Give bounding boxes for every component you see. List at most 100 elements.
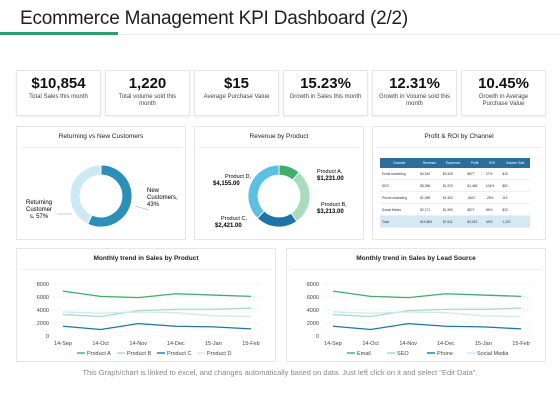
donut-slice-product-b[interactable]	[290, 171, 311, 223]
kpi-card-growth-sales: 15.23% Growth in Sales this month	[283, 70, 368, 116]
table-cell: $2,171	[418, 203, 441, 216]
legend-label: Social Media	[477, 351, 509, 357]
donut-slice-product-c[interactable]	[256, 210, 298, 228]
x-tick-label: 15-Feb	[242, 341, 259, 347]
kpi-card-growth-volume: 12.31% Growth in Volume sold this month	[372, 70, 457, 116]
y-tick-label: 8000	[37, 282, 49, 288]
trend-by-product-chart[interactable]: 0 2000 4000 6000 8000 14-Sep 14-Oct 14-Nov 14-De…	[17, 270, 275, 362]
y-tick-label: 0	[316, 334, 319, 340]
legend-label: Product B	[127, 351, 151, 357]
panel-revenue-by-product: Revenue by Product Product D, $4,155.00 …	[194, 126, 364, 240]
kpi-label: Total Sales this month	[29, 94, 88, 100]
panel-returning-vs-new: Returning vs New Customers Returning Cus…	[16, 126, 186, 240]
product-d-label: Product D,	[225, 174, 251, 180]
legend-label: Product A	[87, 351, 111, 357]
table-cell: 43%	[483, 215, 501, 228]
kpi-value: 10.45%	[478, 75, 529, 92]
table-cell: $52	[500, 179, 530, 192]
kpi-card-average-purchase: $15 Average Purchase Value	[194, 70, 279, 116]
footer-note: This Graph/chart is linked to excel, and…	[82, 368, 478, 377]
trend-by-source-chart[interactable]: 0 2000 4000 6000 8000 14-Sep 14-Oct 14-Nov 14-De…	[287, 270, 545, 362]
table-cell: Phone marketing	[380, 191, 419, 204]
x-tick-label: 14-Oct	[92, 341, 109, 347]
series-line-seo[interactable]	[332, 307, 522, 318]
panel-title: Returning vs New Customers	[21, 127, 181, 148]
product-d-value: $4,155.00	[213, 181, 240, 187]
legend-label: Product C	[167, 351, 191, 357]
y-tick-label: 2000	[37, 321, 49, 327]
table-row: Social Media $2,171 $1,590 $971 56% $22	[380, 203, 530, 216]
column-header: Profit	[465, 158, 484, 168]
kpi-card-growth-apv: 10.45% Growth in Average Purchase Value	[461, 70, 546, 116]
table-cell: $3,243	[465, 215, 484, 228]
table-cell: $1,570	[440, 179, 466, 192]
table-cell: $15	[500, 168, 530, 180]
x-tick-label: 14-Nov	[399, 341, 417, 347]
product-c-label: Product C,	[221, 216, 247, 222]
table-cell: 27%	[483, 168, 501, 180]
kpi-value: $10,854	[31, 75, 86, 92]
y-tick-label: 4000	[37, 308, 49, 314]
series-line-email[interactable]	[332, 290, 522, 299]
kpi-value: $15	[223, 75, 250, 92]
table-cell: 115	[500, 191, 530, 204]
new-customers-label: 43%	[147, 202, 160, 208]
returning-label: Customer	[26, 207, 52, 213]
kpi-row: $10,854 Total Sales this month 1,220 Tot…	[16, 70, 546, 116]
y-tick-label: 8000	[307, 282, 319, 288]
table-row: Phone marketing $1,389 $1,502 -$407 -25%…	[380, 191, 530, 204]
donut-slice-product-d[interactable]	[247, 164, 280, 219]
column-header: Volume Sold	[500, 158, 530, 168]
series-line-product-d[interactable]	[62, 311, 252, 318]
x-tick-label: 14-Oct	[362, 341, 379, 347]
panel-title: Monthly trend in Sales by Product	[21, 249, 271, 270]
y-tick-label: 6000	[307, 295, 319, 301]
column-header: ROI	[483, 158, 501, 168]
x-tick-label: 15-Feb	[512, 341, 529, 347]
product-a-label: Product A,	[317, 169, 343, 175]
series-line-social-media[interactable]	[332, 311, 522, 318]
panel-title: Profit & ROI by Channel	[377, 127, 541, 148]
table-row: Email marketing $4,542 $3,426 $877 27% $…	[380, 168, 530, 180]
table-total-row: Total $10,854 $7,611 $3,243 43% 1,220	[380, 215, 530, 228]
table-cell: $1,502	[440, 191, 466, 204]
table-cell: 1,220	[500, 215, 530, 228]
revenue-donut-chart[interactable]: Product D, $4,155.00 Product A, $1,231.0…	[195, 148, 363, 240]
table-row: SEO $5,356 $1,570 $1,468 104% $52	[380, 179, 530, 192]
series-line-product-a[interactable]	[62, 290, 252, 299]
table-cell: $3,426	[440, 168, 466, 180]
kpi-value: 12.31%	[389, 75, 440, 92]
x-tick-label: 14-Dec	[167, 341, 185, 347]
series-line-product-c[interactable]	[62, 322, 252, 331]
table-cell: -25%	[483, 191, 501, 204]
x-tick-label: 15-Jan	[205, 341, 222, 347]
kpi-value: 1,220	[128, 75, 167, 92]
legend-label: SEO	[397, 351, 409, 357]
title-divider	[0, 34, 560, 35]
kpi-label: Growth in Volume sold this month	[378, 94, 451, 107]
y-tick-label: 2000	[307, 321, 319, 327]
table-header-row: Channel Revenue Expenses Profit ROI Volu…	[380, 158, 530, 168]
returning-donut-chart[interactable]: Returning Customer s, 57% New Customers,…	[17, 148, 185, 240]
panel-trend-by-product: Monthly trend in Sales by Product 0 2000 4…	[16, 248, 276, 362]
donut-slice-new-customers[interactable]	[69, 164, 102, 225]
product-c-value: $2,421.00	[215, 223, 242, 229]
table-cell: $971	[465, 203, 484, 216]
product-b-value: $3,213.00	[317, 209, 344, 215]
table-cell: $5,356	[418, 179, 441, 192]
x-tick-label: 14-Dec	[437, 341, 455, 347]
table-cell: $4,542	[418, 168, 441, 180]
kpi-card-total-sales: $10,854 Total Sales this month	[16, 70, 101, 116]
series-line-phone[interactable]	[332, 322, 522, 331]
table-cell: -$407	[465, 191, 484, 204]
new-customers-label: Customers,	[147, 195, 178, 201]
x-tick-label: 14-Nov	[129, 341, 147, 347]
x-tick-label: 14-Sep	[54, 341, 72, 347]
kpi-label: Growth in Average Purchase Value	[478, 94, 529, 107]
panel-profit-roi: Profit & ROI by Channel Channel Revenue …	[372, 126, 546, 240]
table-cell: 104%	[483, 179, 501, 192]
series-line-product-b[interactable]	[62, 307, 252, 318]
roi-table: Channel Revenue Expenses Profit ROI Volu…	[380, 158, 530, 228]
panel-title: Monthly trend in Sales by Lead Source	[291, 249, 541, 270]
panel-trend-by-source: Monthly trend in Sales by Lead Source 0 2…	[286, 248, 546, 362]
